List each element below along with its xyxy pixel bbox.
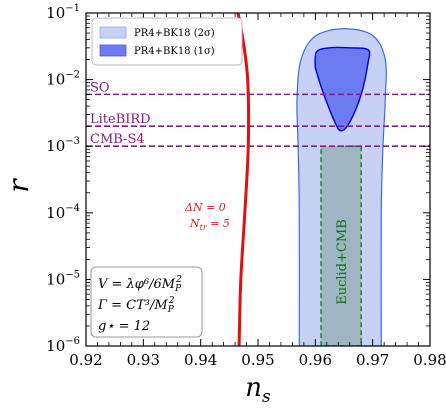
- model-dof: g⋆ = 12: [98, 319, 150, 334]
- legend-entry-1sigma: PR4+BK18 (1σ): [134, 46, 215, 57]
- hline-label-so: SO: [90, 80, 110, 95]
- annotation-delta-n: ΔN = 0: [184, 201, 226, 214]
- y-tick-label: 10−5: [46, 269, 80, 288]
- annotation-ntr: Ntr = 5: [189, 217, 230, 232]
- hline-label-cmb-s4: CMB-S4: [90, 132, 145, 147]
- y-axis-label: r: [2, 178, 35, 193]
- legend: PR4+BK18 (2σ) PR4+BK18 (1σ) V = λφ⁶/6MP2 Γ …: [90, 17, 243, 338]
- y-tick-label: 10−3: [46, 136, 80, 155]
- legend-swatch-2sigma: [99, 26, 127, 39]
- y-tick-label: 10−1: [46, 3, 80, 22]
- x-axis-label: ns: [245, 373, 271, 407]
- plot-area: SO LiteBIRD CMB-S4 ΔN = 0 Ntr = 5 Euclid+CMB: [86, 13, 430, 346]
- model-decay-rate: Γ = CT³/MP2: [97, 296, 175, 315]
- y-tick-label: 10−2: [46, 70, 80, 89]
- model-box: [90, 266, 203, 338]
- legend-box: [91, 17, 243, 66]
- hline-label-litebird: LiteBIRD: [90, 112, 151, 127]
- contour-1sigma: [314, 46, 371, 132]
- y-tick-label: 10−6: [46, 336, 80, 355]
- x-tick-label: 0.97: [356, 351, 389, 369]
- x-tick-label: 0.93: [127, 351, 160, 369]
- forecast-label-euclid-cmb: Euclid+CMB: [335, 219, 350, 304]
- plot-content: [86, 13, 430, 346]
- x-tick-label: 0.92: [69, 351, 102, 369]
- x-tick-label: 0.95: [241, 351, 274, 369]
- model-potential: V = λφ⁶/6MP2: [98, 275, 182, 294]
- forecast-box-euclid-cmb: [320, 145, 362, 346]
- x-tick-label: 0.96: [299, 351, 332, 369]
- legend-entry-2sigma: PR4+BK18 (2σ): [134, 28, 215, 39]
- x-tick-label: 0.94: [184, 351, 217, 369]
- legend-swatch-1sigma: [99, 44, 127, 57]
- y-tick-label: 10−4: [46, 203, 80, 222]
- x-tick-label: 0.98: [413, 351, 446, 369]
- axes: 0.92 0.93 0.94 0.95 0.96 0.97 0.98 10−6 10−5 10−4…: [2, 3, 446, 407]
